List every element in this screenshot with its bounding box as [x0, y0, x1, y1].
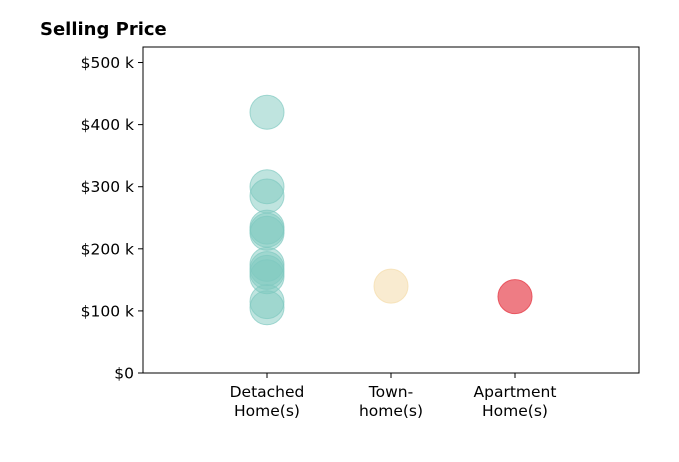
x-tick-label: Home(s) [234, 402, 300, 420]
y-tick-label: $0 [114, 365, 134, 383]
chart-title: Selling Price [40, 19, 167, 40]
y-tick-label: $200 k [81, 240, 134, 258]
x-tick-label: Apartment [474, 383, 557, 401]
x-tick-label: Detached [230, 383, 305, 401]
data-point [497, 279, 533, 315]
x-axis: DetachedHome(s)Town-home(s)ApartmentHome… [230, 373, 557, 420]
data-point [249, 94, 285, 130]
x-tick-label: Home(s) [482, 402, 548, 420]
y-tick-label: $100 k [81, 302, 134, 320]
data-point [249, 215, 285, 251]
y-tick-label: $400 k [81, 116, 134, 134]
y-axis: $0 $100 k $200 k $300 k $400 k $500 k [81, 54, 143, 383]
plot-frame [142, 46, 640, 374]
x-tick-label: Town- [368, 383, 413, 401]
data-point [373, 268, 409, 304]
data-point [249, 290, 285, 326]
points-layer [249, 94, 533, 326]
y-tick-label: $500 k [81, 54, 134, 72]
y-tick-label: $300 k [81, 178, 134, 196]
data-point [249, 178, 285, 214]
x-tick-label: home(s) [359, 402, 423, 420]
